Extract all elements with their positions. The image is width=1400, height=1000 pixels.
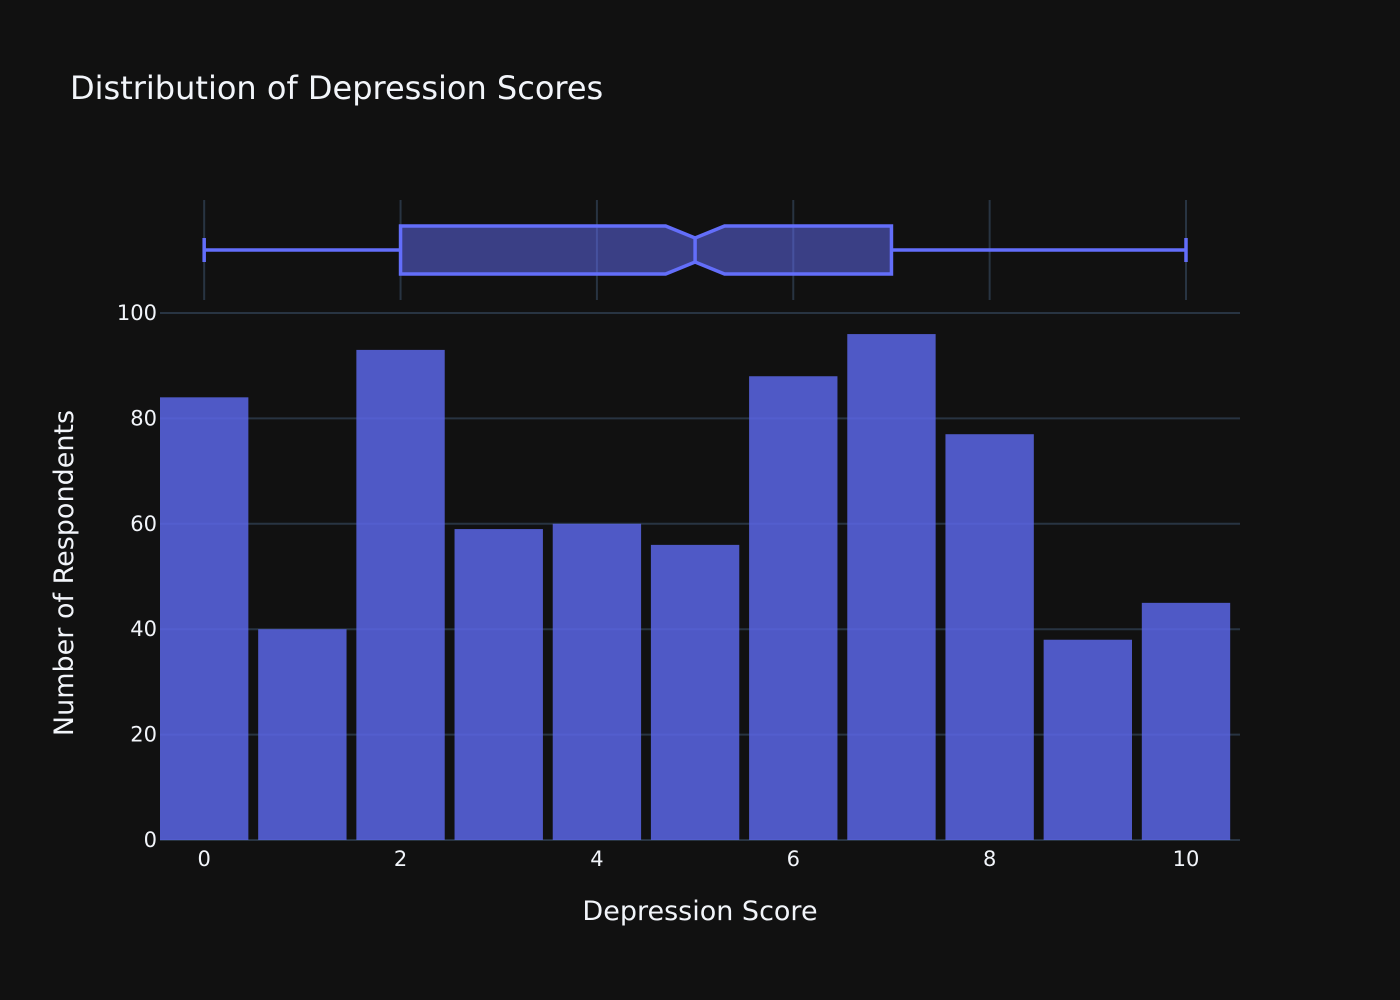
bar-6 <box>749 376 838 840</box>
bar-5 <box>650 544 740 840</box>
y-tick-label-60: 60 <box>130 512 157 536</box>
bar-7 <box>847 334 936 840</box>
y-tick-label-0: 0 <box>144 828 157 852</box>
bar-1 <box>258 629 347 840</box>
marginal-box-plot <box>202 224 1188 276</box>
bar-8 <box>945 434 1034 840</box>
bar-4 <box>552 523 642 840</box>
bar-3 <box>454 529 543 840</box>
y-tick-label-20: 20 <box>130 723 157 747</box>
x-tick-label-8: 8 <box>983 847 996 871</box>
box-iqr <box>398 224 894 276</box>
x-tick-label-4: 4 <box>590 847 603 871</box>
tick-labels: 0 20 40 60 80 100 0 2 4 6 8 10 <box>117 301 1199 871</box>
x-axis-title: Depression Score <box>582 896 817 927</box>
bar-9 <box>1043 639 1132 840</box>
bar-0 <box>160 397 249 840</box>
y-axis-title: Number of Respondents <box>49 410 80 736</box>
y-tick-label-80: 80 <box>130 406 157 430</box>
x-tick-label-10: 10 <box>1173 847 1200 871</box>
x-tick-label-2: 2 <box>394 847 407 871</box>
bar-2 <box>356 349 445 840</box>
y-tick-label-40: 40 <box>130 617 157 641</box>
y-tick-label-100: 100 <box>117 301 157 325</box>
bar-series <box>160 334 1231 840</box>
x-tick-label-0: 0 <box>197 847 210 871</box>
x-tick-label-6: 6 <box>787 847 800 871</box>
bar-10 <box>1141 602 1231 840</box>
chart-title: Distribution of Depression Scores <box>70 69 603 107</box>
